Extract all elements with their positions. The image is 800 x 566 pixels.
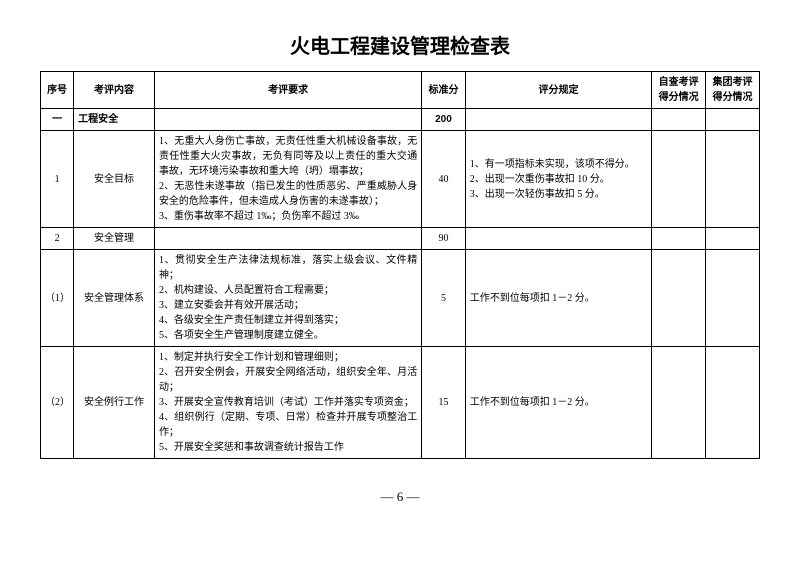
- row-seq: 2: [41, 228, 74, 250]
- row-score: 40: [422, 131, 466, 228]
- row-content: 安全管理体系: [74, 250, 155, 347]
- row-seq: （1）: [41, 250, 74, 347]
- header-group: 集团考评得分情况: [706, 72, 760, 109]
- row-seq: （2）: [41, 347, 74, 459]
- rule-item: 1、有一项指标未实现，该项不得分。: [470, 157, 647, 172]
- row-self: [652, 250, 706, 347]
- row-score: 15: [422, 347, 466, 459]
- section-row: 一 工程安全 200: [41, 109, 760, 131]
- row-requirements: 1、制定并执行安全工作计划和管理细则； 2、召开安全例会，开展安全网络活动，组织…: [154, 347, 421, 459]
- req-item: 2、召开安全例会，开展安全网络活动，组织安全年、月活动；: [159, 365, 417, 395]
- req-item: 5、开展安全奖惩和事故调查统计报告工作: [159, 440, 417, 455]
- row-group: [706, 250, 760, 347]
- req-item: 1、制定并执行安全工作计划和管理细则；: [159, 350, 417, 365]
- row-content: 安全管理: [74, 228, 155, 250]
- header-rule: 评分规定: [465, 72, 651, 109]
- req-item: 5、各项安全生产管理制度建立健全。: [159, 328, 417, 343]
- req-item: 3、开展安全宣传教育培训（考试）工作并落实专项资金；: [159, 395, 417, 410]
- section-seq: 一: [41, 109, 74, 131]
- header-seq: 序号: [41, 72, 74, 109]
- row-self: [652, 131, 706, 228]
- req-item: 4、各级安全生产责任制建立并得到落实；: [159, 313, 417, 328]
- header-self: 自查考评得分情况: [652, 72, 706, 109]
- inspection-table: 序号 考评内容 考评要求 标准分 评分规定 自查考评得分情况 集团考评得分情况 …: [40, 71, 760, 459]
- req-item: 1、贯彻安全生产法律法规标准，落实上级会议、文件精神；: [159, 253, 417, 283]
- header-content: 考评内容: [74, 72, 155, 109]
- row-group: [706, 131, 760, 228]
- row-content: 安全例行工作: [74, 347, 155, 459]
- row-content: 安全目标: [74, 131, 155, 228]
- req-item: 1、无重大人身伤亡事故，无责任性重大机械设备事故，无责任性重大火灾事故，无负有同…: [159, 134, 417, 179]
- row-score: 5: [422, 250, 466, 347]
- req-item: 3、重伤事故率不超过 1‰；负伤率不超过 3‰: [159, 209, 417, 224]
- rule-item: 3、出现一次轻伤事故扣 5 分。: [470, 187, 647, 202]
- page-number: — 6 —: [40, 489, 760, 505]
- table-row: 2 安全管理 90: [41, 228, 760, 250]
- row-requirements: [154, 228, 421, 250]
- req-item: 2、机构建设、人员配置符合工程需要；: [159, 283, 417, 298]
- req-item: 2、无恶性未遂事故（指已发生的性质恶劣、严重威胁人身安全的危险事件，但未造成人身…: [159, 179, 417, 209]
- table-row: （1） 安全管理体系 1、贯彻安全生产法律法规标准，落实上级会议、文件精神； 2…: [41, 250, 760, 347]
- req-item: 4、组织例行（定期、专项、日常）检查并开展专项整治工作；: [159, 410, 417, 440]
- page-title: 火电工程建设管理检查表: [40, 30, 760, 59]
- row-rules: 工作不到位每项扣 1－2 分。: [465, 347, 651, 459]
- row-requirements: 1、贯彻安全生产法律法规标准，落实上级会议、文件精神； 2、机构建设、人员配置符…: [154, 250, 421, 347]
- section-self-empty: [652, 109, 706, 131]
- row-group: [706, 228, 760, 250]
- section-rule-empty: [465, 109, 651, 131]
- row-self: [652, 347, 706, 459]
- section-name: 工程安全: [74, 109, 155, 131]
- section-group-empty: [706, 109, 760, 131]
- row-score: 90: [422, 228, 466, 250]
- rule-item: 工作不到位每项扣 1－2 分。: [470, 291, 647, 306]
- rule-item: 工作不到位每项扣 1－2 分。: [470, 395, 647, 410]
- section-req-empty: [154, 109, 421, 131]
- row-rules: 工作不到位每项扣 1－2 分。: [465, 250, 651, 347]
- rule-item: 2、出现一次重伤事故扣 10 分。: [470, 172, 647, 187]
- req-item: 3、建立安委会并有效开展活动；: [159, 298, 417, 313]
- header-requirement: 考评要求: [154, 72, 421, 109]
- section-score: 200: [422, 109, 466, 131]
- row-group: [706, 347, 760, 459]
- row-seq: 1: [41, 131, 74, 228]
- row-rules: [465, 228, 651, 250]
- row-self: [652, 228, 706, 250]
- row-rules: 1、有一项指标未实现，该项不得分。 2、出现一次重伤事故扣 10 分。 3、出现…: [465, 131, 651, 228]
- row-requirements: 1、无重大人身伤亡事故，无责任性重大机械设备事故，无责任性重大火灾事故，无负有同…: [154, 131, 421, 228]
- table-header-row: 序号 考评内容 考评要求 标准分 评分规定 自查考评得分情况 集团考评得分情况: [41, 72, 760, 109]
- table-row: （2） 安全例行工作 1、制定并执行安全工作计划和管理细则； 2、召开安全例会，…: [41, 347, 760, 459]
- header-score: 标准分: [422, 72, 466, 109]
- table-row: 1 安全目标 1、无重大人身伤亡事故，无责任性重大机械设备事故，无责任性重大火灾…: [41, 131, 760, 228]
